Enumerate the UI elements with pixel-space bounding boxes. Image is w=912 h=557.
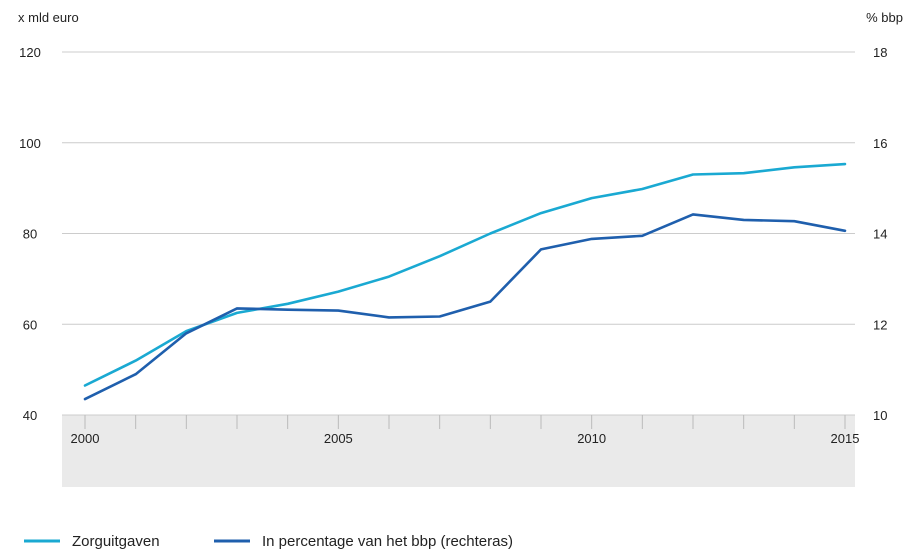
legend-label: In percentage van het bbp (rechteras) — [262, 533, 513, 550]
gridlines: 40 10 60 12 80 14 100 16 120 18 — [19, 45, 887, 423]
y-left-tick-label: 80 — [23, 227, 37, 242]
x-ticks: 2000 2005 2010 2015 — [62, 414, 860, 446]
series — [83, 162, 847, 401]
y-right-tick-label: 12 — [873, 317, 887, 332]
series-line — [83, 213, 847, 401]
y-left-tick-label: 60 — [23, 317, 37, 332]
x-axis-band — [62, 415, 855, 487]
series-line — [83, 162, 847, 387]
x-tick-label: 2015 — [831, 431, 860, 446]
y-left-tick-label: 100 — [19, 136, 41, 151]
y-right-tick-label: 10 — [873, 408, 887, 423]
y-left-axis-title: x mld euro — [18, 10, 79, 25]
x-tick-label: 2005 — [324, 431, 353, 446]
y-right-tick-label: 16 — [873, 136, 887, 151]
y-left-tick-label: 40 — [23, 408, 37, 423]
y-right-tick-label: 18 — [873, 45, 887, 60]
legend: Zorguitgaven In percentage van het bbp (r… — [24, 533, 513, 550]
y-right-tick-label: 14 — [873, 227, 887, 242]
y-left-tick-label: 120 — [19, 45, 41, 60]
legend-label: Zorguitgaven — [72, 533, 160, 550]
x-tick-label: 2010 — [577, 431, 606, 446]
x-tick-label: 2000 — [71, 431, 100, 446]
y-right-axis-title: % bbp — [866, 10, 903, 25]
